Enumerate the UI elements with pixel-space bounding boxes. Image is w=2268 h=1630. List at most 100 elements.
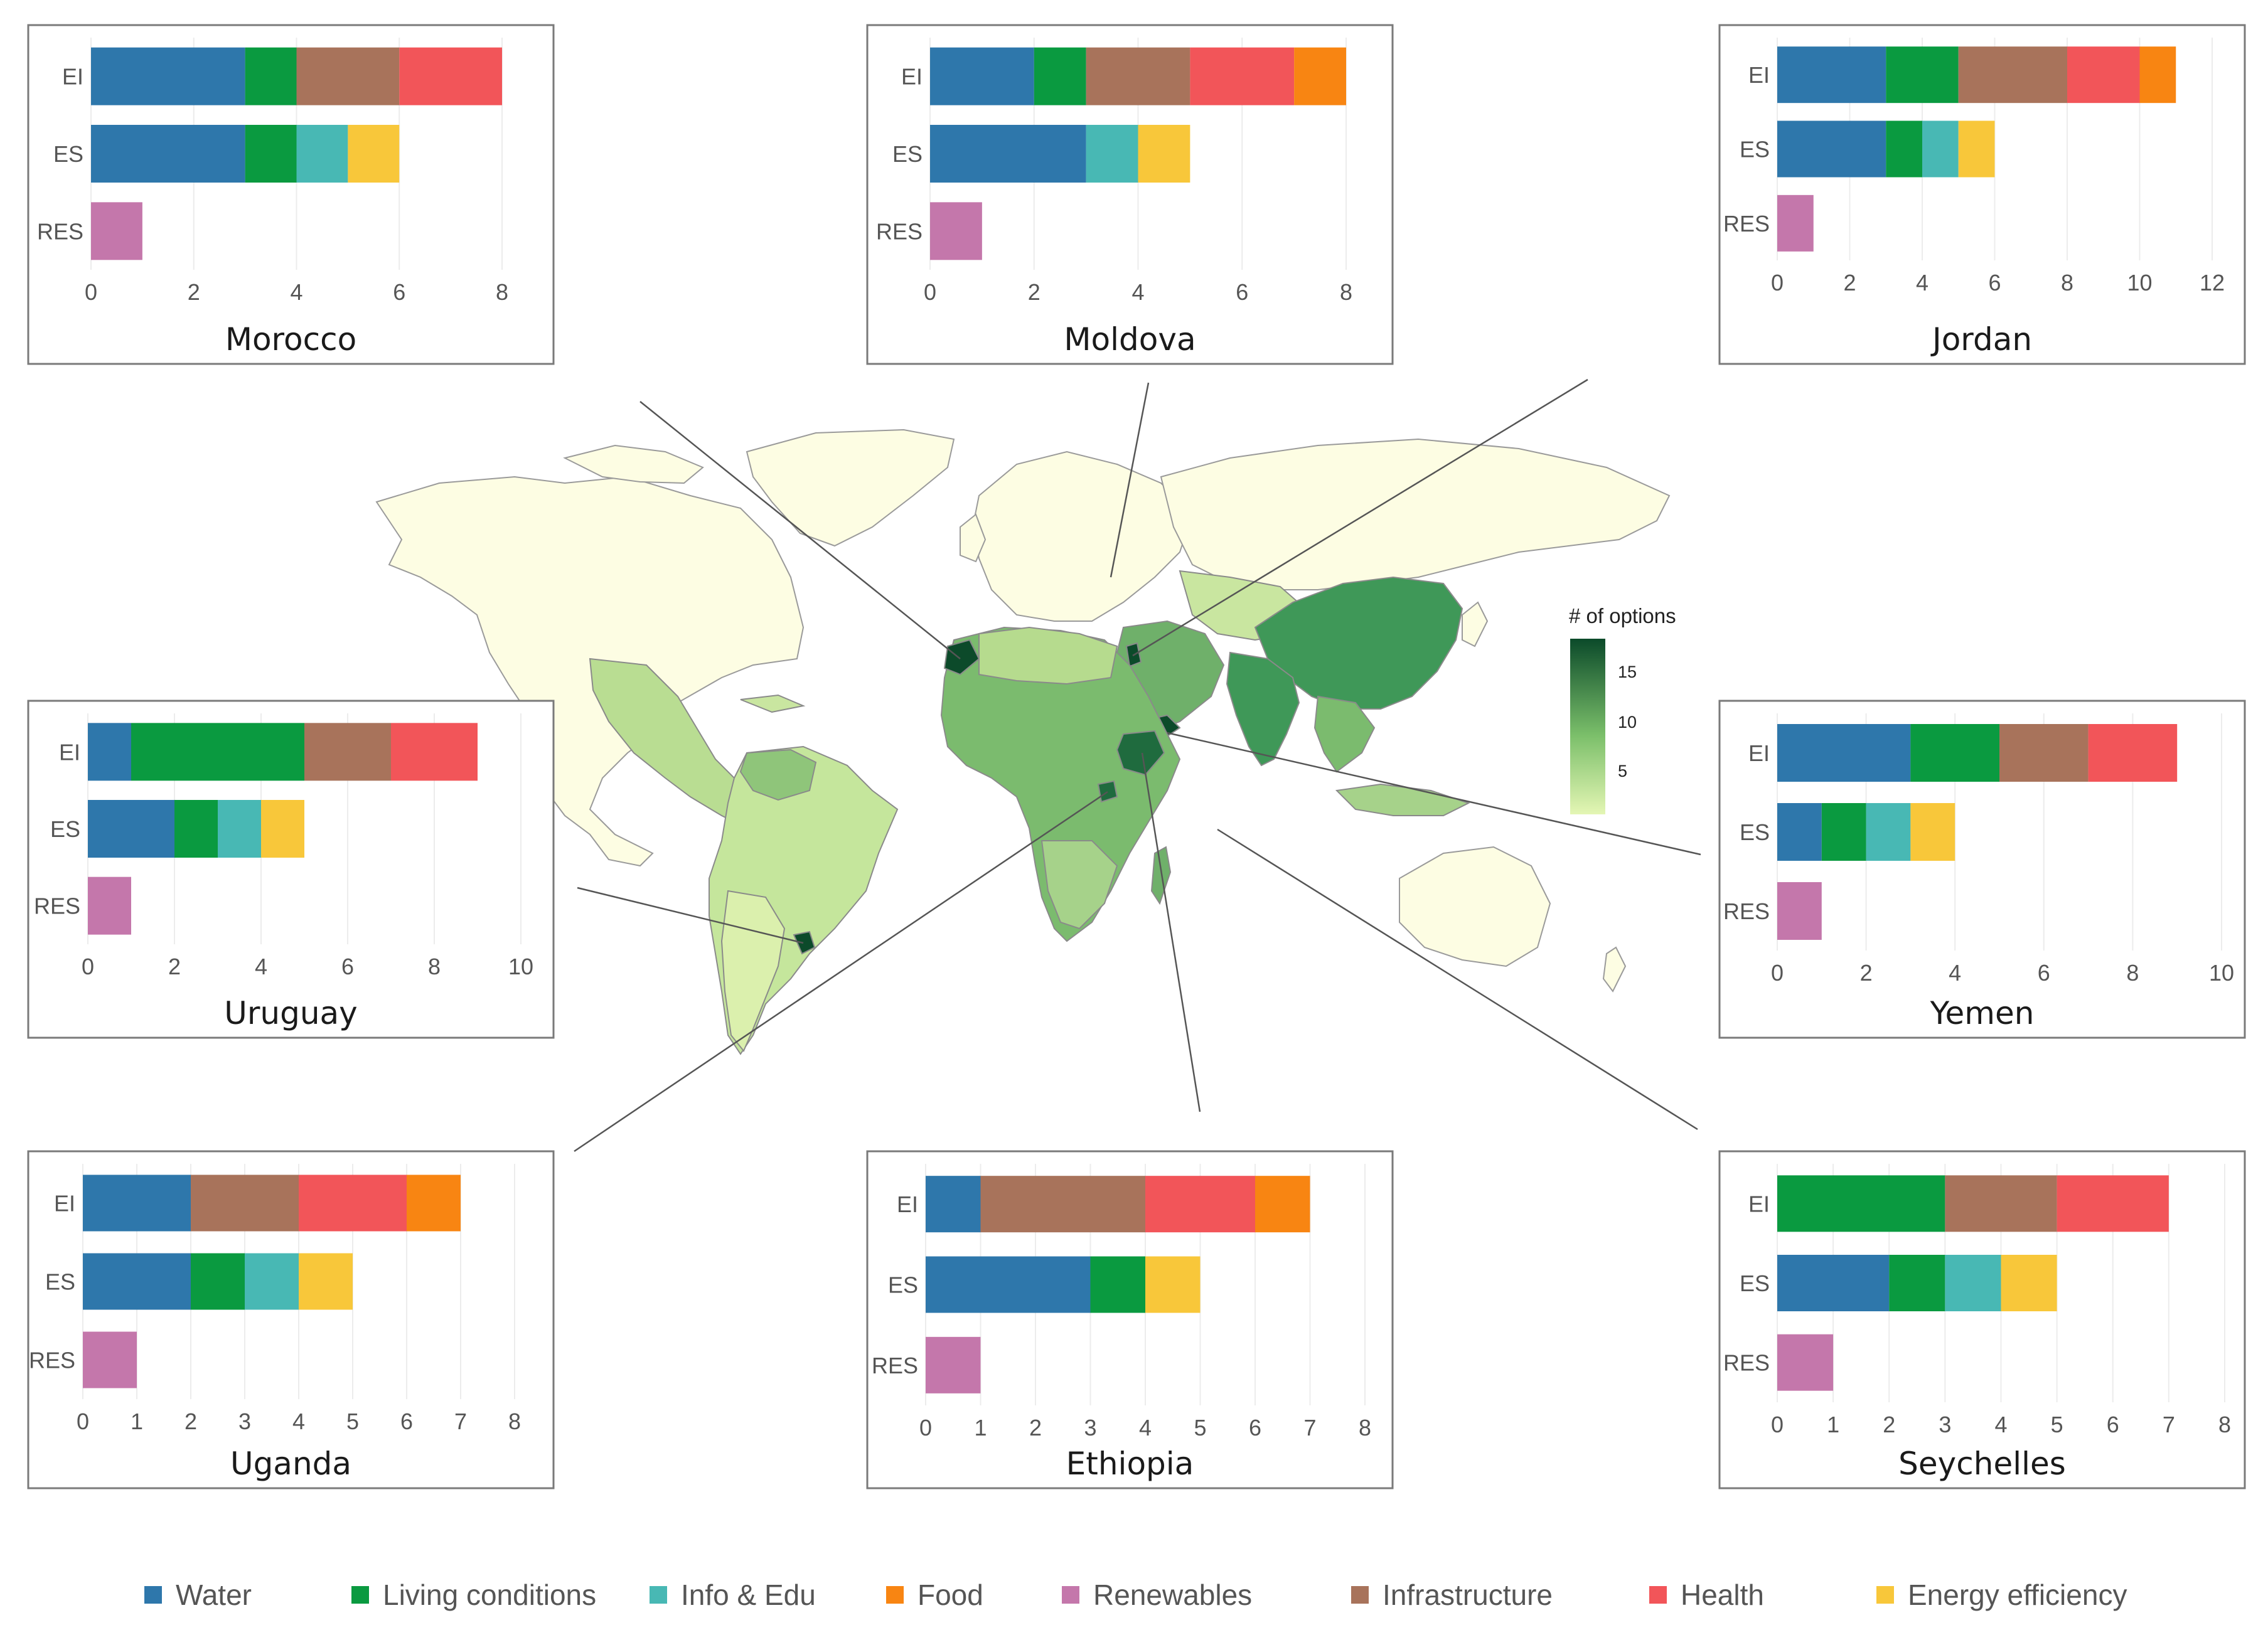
bar-segment-ei-living-conditions bbox=[245, 47, 297, 105]
map-north-africa bbox=[978, 626, 1118, 685]
bar-segment-ei-water bbox=[91, 47, 245, 105]
bar-segment-res-renewables bbox=[88, 876, 131, 935]
tick-label: 2 bbox=[1860, 960, 1873, 986]
legend-item-renewables: Renewables bbox=[1062, 1579, 1252, 1611]
map-southeast-asia bbox=[1313, 695, 1376, 773]
map-russia bbox=[1160, 438, 1671, 590]
tick-label: 4 bbox=[1994, 1412, 2007, 1437]
bar-segment-ei-health bbox=[299, 1175, 407, 1232]
legend-item-food: Food bbox=[886, 1579, 983, 1611]
bar-segment-es-info-edu bbox=[1922, 120, 1959, 178]
tick-label: 5 bbox=[2051, 1412, 2063, 1437]
tick-label: 8 bbox=[2126, 960, 2139, 986]
legend: Water Living conditions Info & Edu Food Rene… bbox=[144, 1579, 2127, 1611]
legend-label: Living conditions bbox=[383, 1579, 596, 1611]
legend-label: Infrastructure bbox=[1383, 1579, 1553, 1611]
category-label: RES bbox=[1723, 211, 1770, 237]
bar-segment-es-water bbox=[1777, 120, 1886, 178]
tick-label: 8 bbox=[496, 279, 508, 305]
tick-label: 6 bbox=[2107, 1412, 2119, 1437]
panel-title: Moldova bbox=[1064, 321, 1196, 358]
tick-label: 2 bbox=[1843, 270, 1856, 296]
bar-segment-ei-infrastructure bbox=[980, 1176, 1145, 1233]
category-label: EI bbox=[62, 64, 83, 90]
bar-segment-ei-health bbox=[2088, 724, 2178, 782]
bar-segment-ei-infrastructure bbox=[191, 1175, 299, 1232]
bar-segment-es-water bbox=[91, 125, 245, 183]
bar-segment-es-water bbox=[88, 800, 174, 858]
bar-segment-ei-food bbox=[407, 1175, 461, 1232]
legend-item-living-conditions: Living conditions bbox=[351, 1579, 596, 1611]
map-southern-africa bbox=[1040, 840, 1118, 930]
panel-moldova: EI ES RES 0 2 4 6 8 Moldova bbox=[866, 24, 1394, 365]
legend-label: Water bbox=[176, 1579, 252, 1611]
bar-segment-ei-infrastructure bbox=[1945, 1175, 2057, 1232]
panel-yemen: EI ES RES 0 2 4 6 8 10 Yemen bbox=[1718, 700, 2246, 1039]
category-label: ES bbox=[892, 141, 923, 167]
panel-title: Uganda bbox=[230, 1446, 351, 1482]
legend-label: Energy efficiency bbox=[1908, 1579, 2127, 1611]
bar-segment-es-info-edu bbox=[1866, 803, 1911, 861]
tick-label: 3 bbox=[1939, 1412, 1951, 1437]
tick-label: 0 bbox=[77, 1409, 89, 1434]
colorbar: # of options 15 10 5 bbox=[1569, 604, 1676, 814]
bar-segment-ei-infrastructure bbox=[1958, 46, 2067, 104]
bar-segment-es-living-conditions bbox=[245, 125, 297, 183]
map-north-america bbox=[375, 476, 805, 867]
map-australia bbox=[1399, 846, 1551, 967]
bar-segment-ei-health bbox=[2057, 1175, 2169, 1232]
bar-segment-ei-food bbox=[1294, 47, 1346, 105]
tick-label: 8 bbox=[2218, 1412, 2231, 1437]
bar-segment-es-water bbox=[1777, 803, 1822, 861]
map-arctic-islands bbox=[563, 444, 704, 484]
panel-title: Yemen bbox=[1930, 995, 2035, 1031]
bar-segment-es-info-edu bbox=[245, 1253, 299, 1310]
category-label: ES bbox=[1740, 819, 1770, 845]
tick-label: 5 bbox=[346, 1409, 359, 1434]
tick-label: 10 bbox=[508, 954, 533, 979]
colorbar-title: # of options bbox=[1569, 604, 1676, 627]
tick-label: 7 bbox=[1303, 1415, 1316, 1441]
panel-seychelles: EI ES RES 0 1 2 3 4 5 6 7 8 Seychelles bbox=[1718, 1150, 2246, 1489]
map-british-isles bbox=[960, 513, 987, 563]
category-label: RES bbox=[872, 1353, 918, 1378]
map-morocco bbox=[943, 639, 980, 676]
tick-label: 8 bbox=[1340, 279, 1352, 305]
bar-segment-ei-living-conditions bbox=[1034, 47, 1086, 105]
map-southern-cone bbox=[720, 890, 786, 1052]
category-label: RES bbox=[37, 218, 83, 244]
bar-segment-es-energy-efficiency bbox=[1910, 803, 1955, 861]
world-map bbox=[375, 429, 1671, 1055]
bar-segment-es-energy-efficiency bbox=[299, 1253, 353, 1310]
tick-label: 2 bbox=[168, 954, 181, 979]
colorbar-tick-10: 10 bbox=[1618, 713, 1637, 732]
tick-label: 6 bbox=[2038, 960, 2050, 986]
bar-segment-res-renewables bbox=[83, 1331, 137, 1388]
tick-label: 4 bbox=[290, 279, 302, 305]
map-madagascar bbox=[1150, 846, 1172, 905]
bar-segment-ei-health bbox=[399, 47, 502, 105]
bar-segment-es-water bbox=[1777, 1255, 1890, 1311]
bar-segment-es-energy-efficiency bbox=[2001, 1255, 2057, 1311]
category-label: RES bbox=[876, 218, 923, 244]
bar-segment-ei-health bbox=[2067, 46, 2140, 104]
tick-label: 7 bbox=[454, 1409, 467, 1434]
panel-title: Jordan bbox=[1930, 321, 2032, 358]
tick-label: 4 bbox=[292, 1409, 305, 1434]
bar-segment-res-renewables bbox=[91, 202, 142, 260]
leader-line-jordan bbox=[1132, 378, 1588, 657]
tick-label: 6 bbox=[393, 279, 405, 305]
bar-segment-es-living-conditions bbox=[1889, 1255, 1945, 1311]
panel-ethiopia: EI ES RES 0 1 2 3 4 5 6 7 8 Ethiopia bbox=[866, 1150, 1394, 1489]
bar-segment-ei-water bbox=[83, 1175, 191, 1232]
tick-label: 8 bbox=[1359, 1415, 1371, 1441]
category-label: EI bbox=[901, 64, 923, 90]
panel-title: Uruguay bbox=[224, 995, 358, 1031]
bar-segment-es-info-edu bbox=[218, 800, 261, 858]
map-japan bbox=[1462, 601, 1489, 647]
bar-segment-ei-water bbox=[1777, 46, 1886, 104]
legend-swatch bbox=[886, 1586, 904, 1604]
map-africa bbox=[940, 626, 1181, 942]
tick-label: 8 bbox=[2061, 270, 2073, 296]
